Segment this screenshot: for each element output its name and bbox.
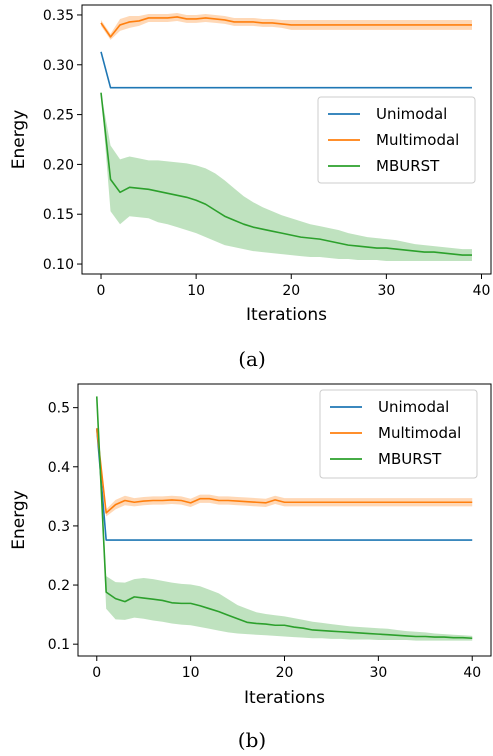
x-tick-label: 10 xyxy=(187,283,205,299)
x-tick-label: 20 xyxy=(282,283,300,299)
legend: Unimodal Multimodal MBURST xyxy=(319,389,478,479)
axes-frame xyxy=(81,4,492,275)
x-axis-label: Iterations xyxy=(246,305,327,325)
y-tick-label: 0.30 xyxy=(43,58,74,74)
x-tick-label: 0 xyxy=(97,283,106,299)
x-tick-label: 30 xyxy=(369,665,387,681)
x-tick-label: 20 xyxy=(276,665,294,681)
y-tick-label: 0.15 xyxy=(43,207,74,223)
plot-area xyxy=(95,396,473,641)
legend-label: MBURST xyxy=(378,450,442,468)
x-tick-label: 10 xyxy=(182,665,200,681)
band-multimodal xyxy=(96,426,473,517)
y-axis-label: Energy xyxy=(9,110,29,170)
y-tick-label: 0.10 xyxy=(43,257,74,273)
legend-label: Multimodal xyxy=(378,424,461,442)
y-tick-label: 0.35 xyxy=(43,8,74,24)
series-line-mburst xyxy=(100,92,472,256)
x-axis-label: Iterations xyxy=(244,688,325,708)
y-tick-label: 0.2 xyxy=(48,578,70,594)
y-tick-label: 0.25 xyxy=(43,108,74,124)
figure-caption: (a) xyxy=(238,347,266,371)
band-mburst xyxy=(101,92,472,262)
y-tick-label: 0.3 xyxy=(48,519,70,535)
band-multimodal xyxy=(101,12,472,40)
figure-caption: (b) xyxy=(238,728,266,752)
legend-box xyxy=(319,389,478,479)
chart-a: 0 10 20 30 40 0.10 0.15 0.20 0.25 0.30 0.35 Iterati… xyxy=(9,4,492,371)
x-tick-label: 30 xyxy=(377,283,395,299)
x-tick-label: 40 xyxy=(473,283,491,299)
band-mburst xyxy=(96,396,473,641)
plot-area xyxy=(100,12,472,262)
y-tick-label: 0.20 xyxy=(43,157,74,173)
series-line-mburst xyxy=(95,396,473,640)
series-line-multimodal xyxy=(100,16,472,38)
legend-box xyxy=(317,96,476,184)
x-tick-label: 0 xyxy=(92,665,101,681)
chart-b: 0 10 20 30 40 0.1 0.2 0.3 0.4 0.5 Iterations Energy… xyxy=(9,383,492,752)
y-tick-label: 0.5 xyxy=(48,401,70,417)
legend-label: Unimodal xyxy=(376,105,447,123)
legend-label: MBURST xyxy=(376,157,440,175)
series-line-unimodal xyxy=(100,51,472,89)
legend: Unimodal Multimodal MBURST xyxy=(317,96,476,184)
legend-label: Unimodal xyxy=(378,398,449,416)
y-axis-label: Energy xyxy=(9,490,29,550)
x-tick-label: 40 xyxy=(463,665,481,681)
series-line-multimodal xyxy=(95,428,473,514)
y-tick-label: 0.4 xyxy=(48,460,70,476)
legend-label: Multimodal xyxy=(376,131,459,149)
y-tick-label: 0.1 xyxy=(48,637,70,653)
